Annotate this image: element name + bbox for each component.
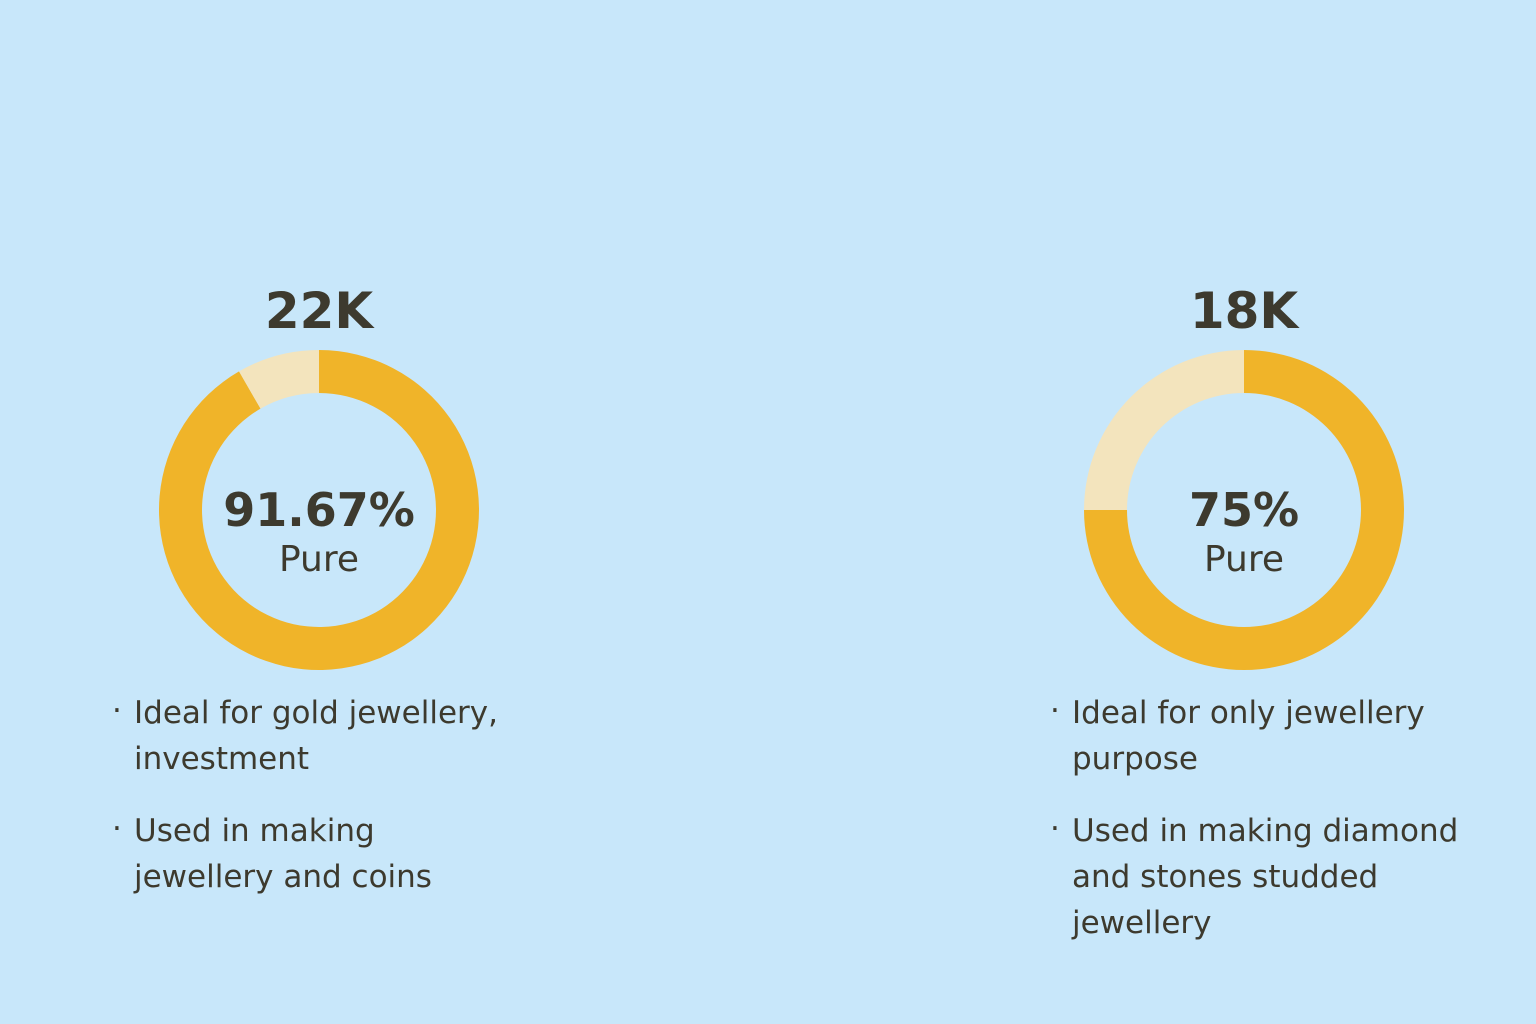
note: Ideal for gold jewellery, investment xyxy=(112,688,512,782)
donut-segment xyxy=(239,350,319,409)
center-text: Pure xyxy=(1204,539,1284,580)
notes: Ideal for only jewellery purpose Used in … xyxy=(1050,688,1510,972)
note: Used in making jewellery and coins xyxy=(112,806,512,900)
note: Ideal for only jewellery purpose xyxy=(1050,688,1510,782)
chart-title: 22K xyxy=(265,282,376,340)
center-value: 75% xyxy=(1189,483,1299,537)
center-text: Pure xyxy=(279,539,359,580)
center-value: 91.67% xyxy=(223,483,415,537)
donut-segment xyxy=(1084,350,1244,510)
chart-title: 18K xyxy=(1190,282,1301,340)
notes: Ideal for gold jewellery, investment Used… xyxy=(112,688,512,926)
note: Used in making diamond and stones studde… xyxy=(1050,806,1510,946)
